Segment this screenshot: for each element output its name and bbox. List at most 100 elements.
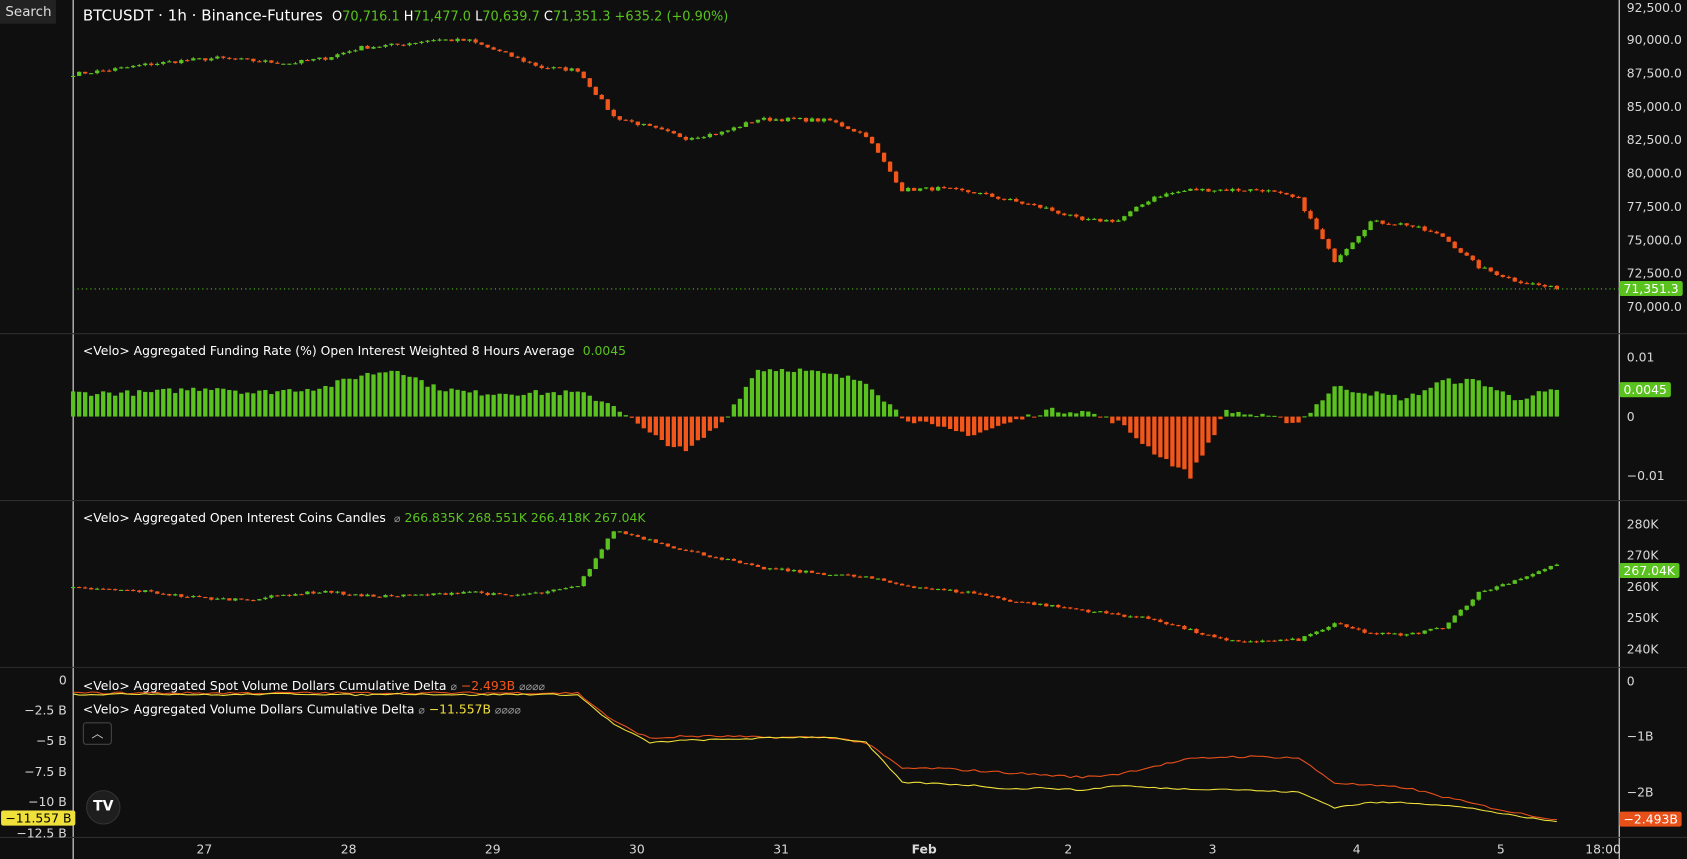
oi-candle bbox=[377, 596, 382, 598]
price-candle bbox=[1152, 196, 1157, 202]
tradingview-logo[interactable]: TV bbox=[86, 790, 121, 825]
funding-bar bbox=[1008, 416, 1013, 423]
oi-candle bbox=[143, 590, 148, 592]
funding-bar bbox=[761, 371, 767, 417]
funding-bar bbox=[791, 372, 797, 417]
funding-bar bbox=[683, 416, 689, 452]
oi-candle bbox=[827, 574, 833, 576]
funding-bar bbox=[911, 416, 917, 424]
price-candle bbox=[539, 65, 544, 69]
oi-candle bbox=[1116, 613, 1121, 615]
funding-bar bbox=[1410, 393, 1415, 417]
oi-candle bbox=[203, 596, 208, 599]
oi-candle bbox=[1230, 640, 1235, 642]
funding-bar bbox=[1128, 416, 1133, 433]
oi-candle bbox=[1272, 640, 1277, 642]
price-candle bbox=[665, 129, 670, 132]
funding-bar bbox=[275, 391, 280, 417]
collapse-legend-button[interactable]: ︿ bbox=[82, 722, 112, 745]
funding-bar bbox=[941, 416, 947, 427]
price-candle bbox=[1194, 188, 1199, 191]
funding-bar bbox=[281, 389, 286, 417]
search-button[interactable]: Search bbox=[0, 0, 56, 24]
funding-bar bbox=[1368, 395, 1373, 417]
legend-volume-cvd[interactable]: <Velo> Aggregated Volume Dollars Cumulat… bbox=[83, 702, 521, 717]
price-candle bbox=[611, 109, 616, 117]
price-candle bbox=[1116, 220, 1121, 222]
price-tick-label: 82,500.0 bbox=[1626, 132, 1682, 148]
price-candle bbox=[83, 71, 88, 74]
funding-bar bbox=[1242, 414, 1247, 417]
volume-cvd-title: <Velo> Aggregated Volume Dollars Cumulat… bbox=[82, 701, 415, 717]
oi-candle bbox=[137, 590, 142, 592]
legend-oi[interactable]: <Velo> Aggregated Open Interest Coins Ca… bbox=[83, 510, 646, 525]
price-candle bbox=[677, 133, 682, 137]
funding-bar bbox=[467, 392, 472, 417]
oi-candle bbox=[389, 595, 394, 597]
price-candle bbox=[917, 188, 923, 191]
na-icon: ⌀ bbox=[501, 705, 508, 717]
oi-candle bbox=[1440, 628, 1445, 630]
price-candle bbox=[551, 67, 556, 69]
funding-bar bbox=[227, 390, 232, 417]
oi-candle bbox=[1470, 599, 1475, 606]
price-candle bbox=[1470, 255, 1475, 261]
funding-tick-label: 0.01 bbox=[1626, 349, 1655, 365]
price-candle bbox=[1356, 236, 1361, 243]
funding-bar bbox=[1458, 383, 1463, 417]
oi-candle bbox=[599, 549, 604, 559]
funding-bar bbox=[413, 377, 418, 417]
price-candle bbox=[221, 56, 226, 58]
funding-bar bbox=[329, 386, 334, 417]
price-candle bbox=[215, 56, 220, 59]
funding-bar bbox=[173, 393, 178, 417]
oi-candle bbox=[737, 560, 743, 564]
funding-bar bbox=[341, 378, 346, 417]
oi-candle bbox=[557, 589, 562, 591]
funding-bar bbox=[1122, 416, 1127, 426]
oi-candle bbox=[863, 576, 869, 578]
price-candle bbox=[857, 131, 863, 133]
low-label: L bbox=[475, 8, 483, 24]
price-candle bbox=[1254, 189, 1259, 191]
price-candle bbox=[1140, 204, 1145, 207]
funding-bar bbox=[83, 392, 88, 417]
oi-candle bbox=[929, 588, 935, 590]
oi-candle bbox=[1212, 634, 1217, 638]
price-candle bbox=[1362, 229, 1367, 237]
funding-bar bbox=[899, 416, 905, 419]
price-candle bbox=[1548, 285, 1553, 287]
funding-bar bbox=[299, 391, 304, 417]
oi-candle bbox=[1368, 632, 1373, 634]
funding-bar bbox=[966, 416, 971, 436]
funding-bar bbox=[425, 386, 430, 417]
price-candle bbox=[713, 133, 719, 136]
oi-candle bbox=[233, 598, 238, 601]
oi-candle bbox=[485, 592, 490, 596]
oi-candle bbox=[449, 592, 454, 595]
oi-candle bbox=[1428, 628, 1433, 631]
funding-bar bbox=[623, 415, 628, 417]
price-candle bbox=[431, 40, 436, 42]
price-candle bbox=[275, 62, 280, 64]
funding-bar bbox=[569, 391, 574, 417]
price-candle bbox=[659, 127, 664, 130]
legend-spot-cvd[interactable]: <Velo> Aggregated Spot Volume Dollars Cu… bbox=[83, 678, 545, 693]
oi-candle bbox=[347, 594, 352, 596]
legend-funding[interactable]: <Velo> Aggregated Funding Rate (%) Open … bbox=[83, 343, 626, 358]
oi-title: <Velo> Aggregated Open Interest Coins Ca… bbox=[82, 510, 386, 526]
cvd-left-tick-label: −7.5 B bbox=[24, 763, 67, 779]
price-candle bbox=[755, 119, 761, 123]
oi-candle bbox=[1308, 634, 1313, 637]
funding-bar bbox=[1146, 416, 1151, 447]
oi-tick-label: 270K bbox=[1626, 547, 1659, 563]
oi-candle bbox=[491, 593, 496, 596]
funding-bar bbox=[1314, 404, 1319, 417]
oi-candle bbox=[1284, 639, 1289, 641]
funding-bar bbox=[1266, 415, 1271, 417]
oi-candle bbox=[761, 566, 767, 570]
oi-candle bbox=[563, 588, 568, 590]
oi-candle bbox=[107, 588, 112, 590]
symbol-title[interactable]: BTCUSDT · 1h · Binance-Futures bbox=[82, 7, 323, 25]
